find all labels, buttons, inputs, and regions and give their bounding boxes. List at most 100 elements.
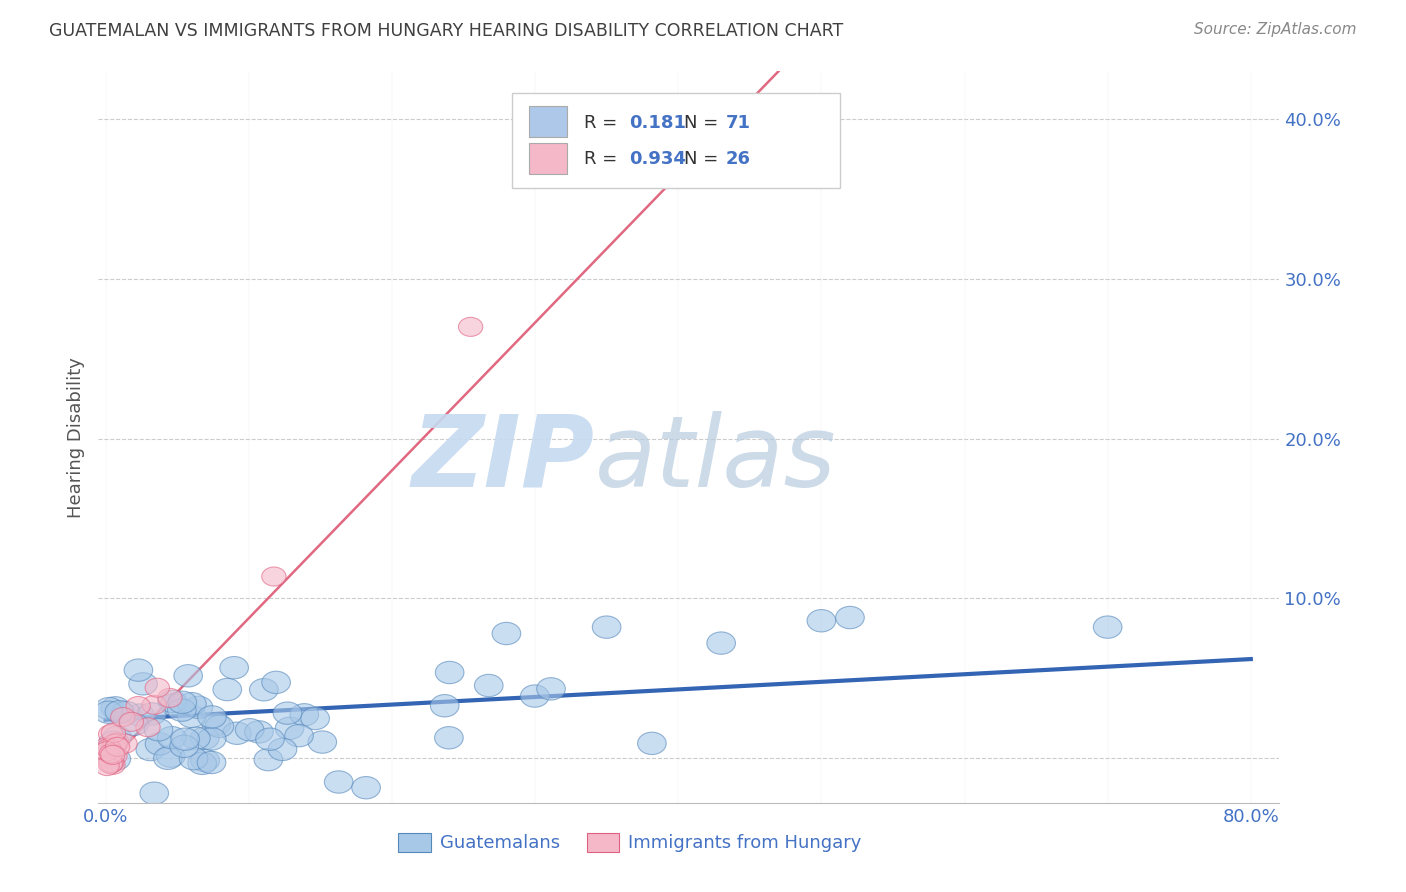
Ellipse shape [111,701,141,723]
Ellipse shape [167,691,197,714]
Ellipse shape [156,745,186,767]
Ellipse shape [153,747,183,770]
Ellipse shape [98,755,122,773]
Ellipse shape [138,703,166,725]
Ellipse shape [105,738,129,756]
Ellipse shape [492,623,520,645]
Ellipse shape [94,698,124,720]
Ellipse shape [167,699,197,722]
Ellipse shape [254,748,283,771]
Ellipse shape [290,704,319,726]
Text: GUATEMALAN VS IMMIGRANTS FROM HUNGARY HEARING DISABILITY CORRELATION CHART: GUATEMALAN VS IMMIGRANTS FROM HUNGARY HE… [49,22,844,40]
Ellipse shape [301,707,329,730]
Ellipse shape [179,747,208,770]
Ellipse shape [103,747,131,771]
Ellipse shape [197,751,226,773]
Ellipse shape [1094,616,1122,639]
Ellipse shape [145,719,173,741]
FancyBboxPatch shape [512,94,841,188]
Text: 26: 26 [725,150,751,168]
Ellipse shape [94,756,120,775]
Ellipse shape [141,782,169,805]
Ellipse shape [835,607,865,629]
Ellipse shape [157,689,183,707]
Ellipse shape [637,732,666,755]
Ellipse shape [181,727,209,749]
Ellipse shape [98,731,128,754]
Ellipse shape [100,753,124,772]
Ellipse shape [112,734,138,753]
Ellipse shape [94,741,120,761]
Text: 0.181: 0.181 [628,113,686,131]
Ellipse shape [94,701,122,723]
Ellipse shape [520,685,550,707]
Ellipse shape [177,692,207,714]
Ellipse shape [174,665,202,687]
Ellipse shape [127,697,150,715]
Ellipse shape [707,632,735,654]
Ellipse shape [202,713,231,736]
Ellipse shape [807,609,835,632]
Ellipse shape [184,696,212,718]
Ellipse shape [436,661,464,683]
Ellipse shape [269,739,297,761]
Text: atlas: atlas [595,410,837,508]
Ellipse shape [352,777,381,799]
Ellipse shape [222,723,252,745]
Ellipse shape [101,756,125,774]
Ellipse shape [157,726,186,748]
Ellipse shape [125,704,155,726]
Ellipse shape [101,746,125,764]
Ellipse shape [249,679,278,701]
Ellipse shape [157,690,187,713]
Ellipse shape [111,707,135,727]
Ellipse shape [198,706,226,728]
Text: R =: R = [583,113,623,131]
Ellipse shape [285,724,314,747]
Ellipse shape [98,724,122,744]
Ellipse shape [262,671,291,694]
Ellipse shape [160,694,188,716]
Ellipse shape [120,713,143,731]
Ellipse shape [136,739,165,761]
Ellipse shape [177,706,207,728]
Ellipse shape [101,738,127,756]
Ellipse shape [308,731,336,753]
Ellipse shape [142,696,166,714]
Ellipse shape [101,723,125,742]
Ellipse shape [97,739,121,758]
Ellipse shape [537,678,565,700]
Ellipse shape [145,678,170,698]
Ellipse shape [205,715,233,738]
Ellipse shape [245,721,273,743]
Ellipse shape [430,695,458,717]
Text: R =: R = [583,150,623,168]
Text: N =: N = [685,150,724,168]
Ellipse shape [188,752,217,774]
Ellipse shape [145,732,174,756]
Ellipse shape [273,702,302,724]
Ellipse shape [592,616,621,639]
Ellipse shape [100,744,124,763]
Ellipse shape [474,674,503,697]
Ellipse shape [101,697,129,719]
Ellipse shape [105,733,129,752]
Ellipse shape [262,567,285,586]
Ellipse shape [219,657,249,679]
Ellipse shape [191,749,219,772]
Ellipse shape [129,673,157,695]
Bar [530,106,567,137]
Ellipse shape [325,771,353,793]
Legend: Guatemalans, Immigrants from Hungary: Guatemalans, Immigrants from Hungary [391,826,869,860]
Ellipse shape [190,727,219,749]
Ellipse shape [94,738,120,756]
Ellipse shape [172,728,200,750]
Text: 0.934: 0.934 [628,150,686,168]
Text: 71: 71 [725,113,751,131]
Ellipse shape [103,726,131,748]
Ellipse shape [136,718,160,737]
Ellipse shape [103,747,127,765]
Ellipse shape [235,719,264,741]
Ellipse shape [434,727,463,749]
Text: Source: ZipAtlas.com: Source: ZipAtlas.com [1194,22,1357,37]
